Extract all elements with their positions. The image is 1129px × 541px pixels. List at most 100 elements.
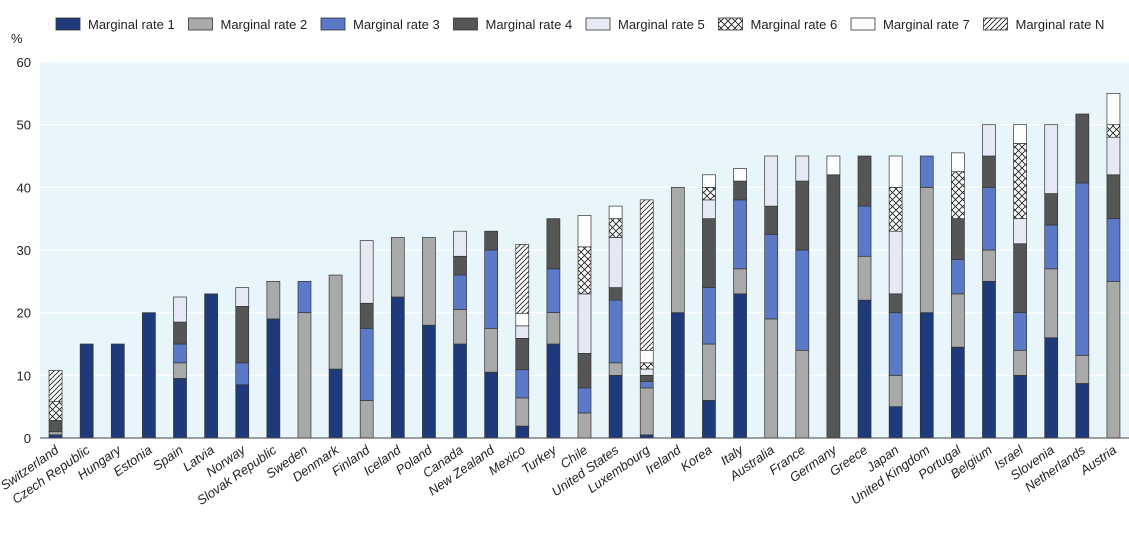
- legend-swatch: [320, 17, 346, 31]
- bar-segment: [639, 381, 654, 389]
- bar-segment: [359, 400, 374, 439]
- bar-segment: [453, 343, 467, 439]
- bar-segment: [328, 368, 343, 439]
- bar-segment: [982, 124, 996, 157]
- bar-segment: [888, 312, 903, 376]
- bar-segment: [359, 240, 374, 304]
- legend-label: Marginal rate 1: [88, 17, 175, 32]
- bar-segment: [826, 155, 841, 176]
- bar-segment: [390, 296, 405, 439]
- bar-segment: [453, 274, 467, 310]
- bar-segment: [982, 280, 996, 439]
- bar-segment: [764, 318, 779, 439]
- bar-segment: [919, 186, 934, 314]
- legend-label: Marginal rate 7: [883, 17, 970, 32]
- bar-segment: [1013, 243, 1027, 314]
- bar-segment: [764, 233, 779, 320]
- bar-segment: [297, 280, 312, 314]
- bar-segment: [857, 299, 872, 439]
- bar-segment: [515, 425, 530, 439]
- legend-label: Marginal rate 6: [751, 17, 838, 32]
- bar-segment: [733, 180, 747, 201]
- bar-segment: [515, 312, 530, 327]
- bar-segment: [48, 369, 63, 403]
- bar-segment: [608, 287, 623, 301]
- bar-segment: [422, 324, 436, 439]
- bar-segment: [608, 237, 623, 288]
- y-axis-ticks: 0 10 20 30 40 50 60: [17, 55, 31, 446]
- bar-segment: [639, 362, 654, 370]
- bar-segment: [795, 349, 810, 439]
- bar-segment: [951, 259, 965, 295]
- bar-segment: [546, 343, 561, 439]
- bar-segment: [173, 321, 187, 345]
- bar-segment: [266, 318, 281, 439]
- bar-segment: [764, 205, 779, 235]
- bar-segment: [1106, 280, 1121, 439]
- bar-segment: [577, 387, 592, 414]
- bar-segment: [577, 293, 592, 354]
- bar-segment: [142, 312, 156, 439]
- bar-segment: [1013, 143, 1027, 220]
- y-tick-label: 20: [17, 306, 31, 321]
- bar-segment: [888, 186, 903, 232]
- legend-swatch: [453, 17, 478, 31]
- bar-segment: [639, 199, 654, 351]
- bar-segment: [702, 400, 716, 439]
- bar-segment: [173, 296, 187, 323]
- bar-segment: [608, 362, 623, 376]
- bar-segment: [515, 369, 530, 399]
- bar-segment: [577, 215, 592, 248]
- bar-segment: [515, 244, 530, 314]
- bar-segment: [639, 387, 654, 436]
- bar-segment: [1044, 193, 1059, 226]
- bar-segment: [1106, 174, 1121, 220]
- bar-segment: [1013, 218, 1027, 245]
- bar-segment: [733, 199, 747, 270]
- bar-segment: [48, 431, 63, 436]
- bar-segment: [48, 401, 63, 421]
- bar-segment: [453, 309, 467, 345]
- bar-segment: [702, 218, 716, 288]
- bar-segment: [919, 155, 934, 188]
- bar-segment: [733, 293, 747, 439]
- bar-segment: [702, 186, 716, 201]
- bar-segment: [702, 287, 716, 345]
- bar-segment: [919, 312, 934, 439]
- bar-segment: [359, 302, 374, 329]
- legend-label: Marginal rate 4: [486, 17, 573, 32]
- y-tick-label: 40: [17, 180, 31, 195]
- bar-segment: [235, 287, 250, 307]
- bar-segment: [204, 293, 218, 439]
- bar-segment: [1044, 337, 1059, 439]
- bar-segment: [1013, 374, 1027, 439]
- bar-segment: [1044, 224, 1059, 270]
- bar-segment: [951, 218, 965, 260]
- bar-segment: [266, 280, 281, 320]
- bar-segment: [1075, 182, 1090, 356]
- bar-segment: [608, 205, 623, 220]
- bar-segment: [1013, 312, 1027, 351]
- bar-segment: [1106, 218, 1121, 282]
- bar-segment: [1044, 124, 1059, 194]
- bar-segment: [453, 230, 467, 257]
- bar-segment: [235, 362, 250, 386]
- bar-segment: [1044, 268, 1059, 339]
- bar-segment: [577, 246, 592, 295]
- bar-segment: [484, 249, 499, 329]
- bar-segment: [857, 205, 872, 257]
- bar-segment: [1106, 124, 1121, 138]
- bar-segment: [951, 171, 965, 220]
- bar-segment: [546, 312, 561, 345]
- y-tick-label: 50: [17, 118, 31, 133]
- bar-segment: [795, 155, 810, 182]
- bar-segment: [515, 325, 530, 339]
- bar-segment: [670, 312, 685, 439]
- bar-segment: [328, 274, 343, 370]
- bar-segment: [422, 237, 436, 326]
- bar-segment: [297, 312, 312, 439]
- bar-segment: [390, 237, 405, 298]
- bar-segment: [235, 306, 250, 364]
- legend-swatch: [850, 17, 876, 31]
- bar-segment: [608, 374, 623, 439]
